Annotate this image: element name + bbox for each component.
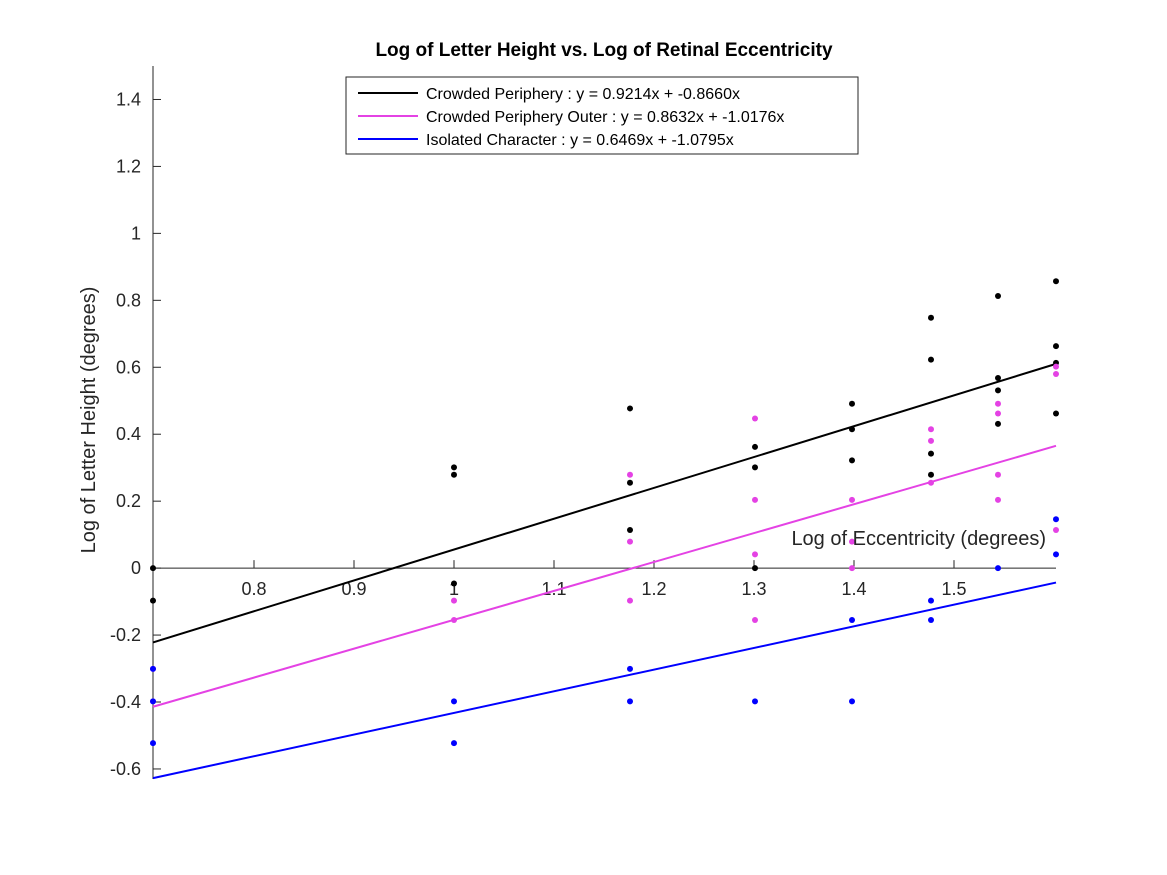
fit-line [152,444,1057,708]
y-tick-label: 0.8 [116,290,141,310]
data-point [995,565,1001,572]
data-point [995,292,1001,299]
legend-label: Isolated Character : y = 0.6469x + -1.07… [426,132,734,149]
legend-label: Crowded Periphery : y = 0.9214x + -0.866… [426,86,740,103]
data-point [928,426,934,433]
data-point [928,356,934,363]
data-point [752,616,758,623]
data-point [1053,551,1059,558]
data-point [1053,516,1059,523]
data-point [1053,410,1059,417]
data-point [451,740,457,747]
data-point [627,538,633,545]
data-point [995,410,1001,417]
fit-lines [152,362,1057,780]
x-tick-label: 1.3 [741,579,766,599]
data-point [150,565,156,572]
x-tick-label: 0.8 [241,579,266,599]
data-point [928,616,934,623]
data-point [752,565,758,572]
x-tick-label: 1.1 [541,579,566,599]
data-point [752,464,758,471]
data-point [627,665,633,672]
data-point [849,698,855,705]
data-point [849,426,855,433]
data-point [451,597,457,604]
y-tick-label: 0 [131,558,141,578]
data-point [849,400,855,407]
data-point [150,698,156,705]
data-point [150,740,156,747]
data-point [627,526,633,533]
data-point [1053,343,1059,350]
data-point [995,387,1001,394]
data-point [995,374,1001,381]
data-point [1053,526,1059,533]
y-tick-label: 1 [131,223,141,243]
x-axis-title: Log of Eccentricity (degrees) [791,528,1046,550]
data-point [928,437,934,444]
chart-title: Log of Letter Height vs. Log of Retinal … [375,40,833,61]
data-point [849,496,855,503]
data-point [928,597,934,604]
data-point [995,471,1001,478]
y-tick-label: 0.2 [116,491,141,511]
data-point [928,314,934,321]
data-point [1053,278,1059,285]
data-point [451,698,457,705]
data-point [752,698,758,705]
data-point [928,479,934,486]
x-tick-label: 1.2 [641,579,666,599]
data-point [995,420,1001,427]
data-point [150,597,156,604]
data-point [627,471,633,478]
fit-line [152,581,1057,780]
data-point [928,450,934,457]
y-tick-label: 0.6 [116,357,141,377]
y-axis-title: Log of Letter Height (degrees) [78,287,100,554]
legend-box [345,76,859,155]
legend: Crowded Periphery : y = 0.9214x + -0.866… [345,76,859,155]
data-point [627,479,633,486]
y-tick-label: -0.4 [110,692,141,712]
data-point [849,565,855,572]
data-point [752,496,758,503]
data-point [451,471,457,478]
y-tick-label: 1.2 [116,156,141,176]
x-tick-label: 0.9 [341,579,366,599]
data-point [752,551,758,558]
x-tick-label: 1 [449,579,459,599]
data-points [150,278,1059,747]
data-point [849,538,855,545]
data-point [451,464,457,471]
fit-line [152,362,1057,644]
data-point [995,496,1001,503]
data-point [849,616,855,623]
x-tick-label: 1.5 [941,579,966,599]
data-point [627,698,633,705]
data-point [150,665,156,672]
data-point [849,457,855,464]
data-point [1053,370,1059,377]
data-point [752,415,758,422]
y-tick-label: -0.6 [110,759,141,779]
data-point [451,616,457,623]
legend-label: Crowded Periphery Outer : y = 0.8632x + … [426,109,784,126]
x-tick-label: 1.4 [841,579,866,599]
data-point [627,597,633,604]
data-point [451,580,457,587]
data-point [752,443,758,450]
data-point [1053,363,1059,370]
y-tick-label: 1.4 [116,89,141,109]
data-point [995,400,1001,407]
data-point [627,405,633,412]
y-tick-label: 0.4 [116,424,141,444]
y-tick-label: -0.2 [110,625,141,645]
axes: -0.6 -0.4 -0.2 0 0.2 0.4 0.6 0.8 1 1.2 1.4 0.8 0.9 1 1… [110,66,1056,779]
data-point [928,471,934,478]
